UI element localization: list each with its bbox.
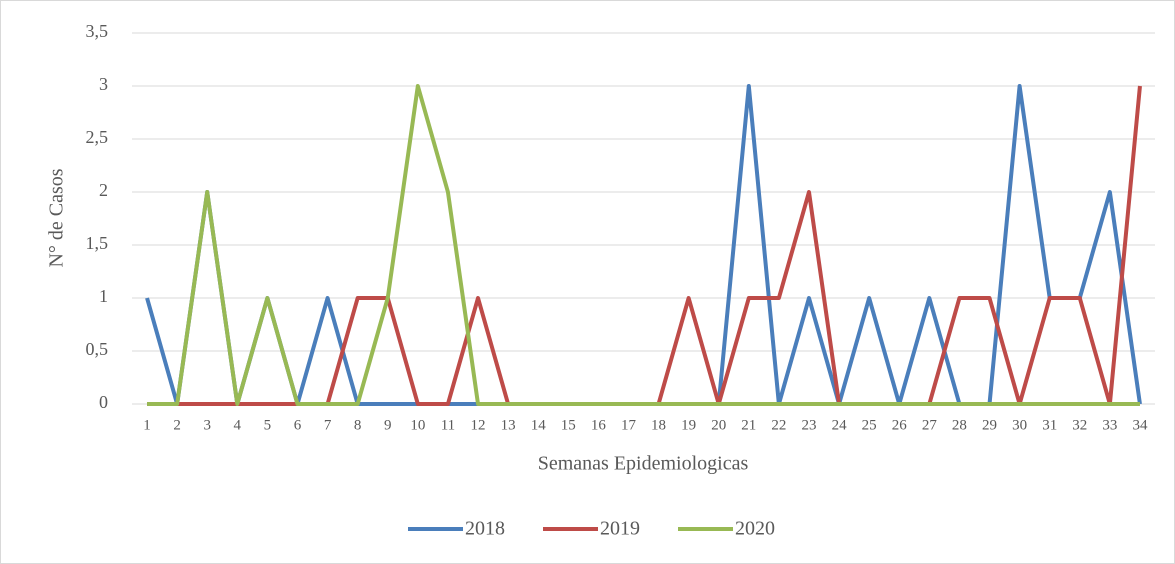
- x-tick-label: 33: [1102, 417, 1117, 433]
- x-tick-label: 15: [561, 417, 576, 433]
- y-tick-label: 3: [99, 74, 108, 94]
- x-tick-label: 29: [982, 417, 997, 433]
- x-tick-label: 18: [651, 417, 666, 433]
- legend-label: 2020: [735, 518, 775, 540]
- x-tick-label: 27: [922, 417, 938, 433]
- x-tick-label: 34: [1132, 417, 1148, 433]
- x-tick-label: 2: [173, 417, 181, 433]
- x-tick-label: 9: [384, 417, 392, 433]
- y-axis-title: N° de Casos: [46, 168, 68, 267]
- y-tick-label: 2: [99, 180, 108, 200]
- x-tick-label: 5: [264, 417, 272, 433]
- x-tick-label: 10: [410, 417, 425, 433]
- x-axis-title: Semanas Epidemiologicas: [538, 453, 749, 475]
- y-tick-label: 1,5: [86, 233, 109, 253]
- x-tick-label: 21: [741, 417, 756, 433]
- x-tick-label: 22: [771, 417, 786, 433]
- x-tick-label: 17: [621, 417, 637, 433]
- line-series: [147, 84, 1140, 406]
- x-tick-label: 6: [294, 417, 302, 433]
- legend-label: 2018: [465, 518, 505, 540]
- x-tick-label: 20: [711, 417, 726, 433]
- x-tick-label: 3: [203, 417, 211, 433]
- x-tick-label: 7: [324, 417, 332, 433]
- x-tick-label: 26: [892, 417, 908, 433]
- y-tick-label: 2,5: [86, 127, 109, 147]
- x-tick-label: 32: [1072, 417, 1087, 433]
- x-tick-label: 23: [801, 417, 816, 433]
- x-tick-label: 14: [531, 417, 547, 433]
- legend-label: 2019: [600, 518, 640, 540]
- x-tick-label: 13: [501, 417, 516, 433]
- y-tick-label: 3,5: [86, 21, 109, 41]
- x-tick-label: 16: [591, 417, 607, 433]
- x-tick-label: 11: [441, 417, 455, 433]
- x-tick-label: 24: [832, 417, 848, 433]
- y-tick-label: 1: [99, 286, 108, 306]
- y-tick-label: 0,5: [86, 339, 109, 359]
- x-tick-label: 25: [862, 417, 877, 433]
- x-tick-label: 4: [234, 417, 242, 433]
- x-tick-label: 8: [354, 417, 362, 433]
- x-tick-label: 31: [1042, 417, 1057, 433]
- x-tick-label: 30: [1012, 417, 1027, 433]
- x-tick-label: 28: [952, 417, 967, 433]
- y-tick-label: 0: [99, 392, 108, 412]
- x-tick-label: 12: [471, 417, 486, 433]
- x-tick-label: 19: [681, 417, 696, 433]
- x-tick-label: 1: [143, 417, 151, 433]
